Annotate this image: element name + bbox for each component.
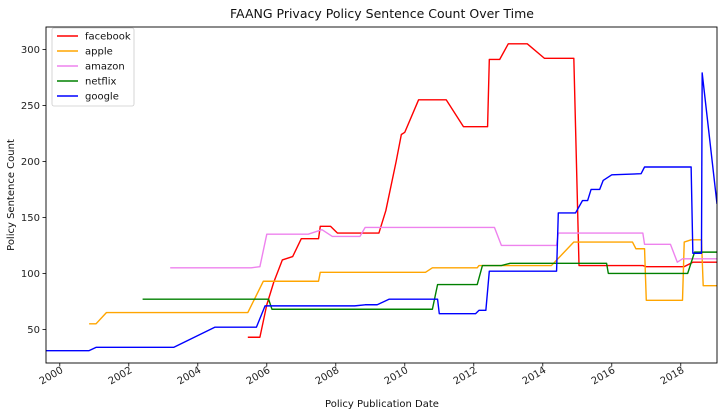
series-line-netflix xyxy=(142,251,717,310)
chart-title: FAANG Privacy Policy Sentence Count Over… xyxy=(230,6,534,21)
legend-box xyxy=(51,27,135,107)
series-line-amazon xyxy=(170,226,717,269)
series-line-apple xyxy=(89,239,717,325)
plot-area xyxy=(45,26,718,364)
legend: facebook apple amazon netflix google xyxy=(51,27,135,107)
series-layer xyxy=(46,43,717,352)
y-tick-label: 50 xyxy=(27,325,40,336)
y-tick-label: 150 xyxy=(21,213,40,224)
legend-item-facebook: facebook xyxy=(57,32,131,43)
y-axis: 50 100 150 200 250 300 xyxy=(21,45,46,336)
legend-item-amazon: amazon xyxy=(57,62,125,73)
y-tick-label: 100 xyxy=(21,269,40,280)
legend-label: facebook xyxy=(85,32,131,43)
y-tick-label: 250 xyxy=(21,101,40,112)
legend-label: amazon xyxy=(85,62,125,73)
legend-item-apple: apple xyxy=(57,47,113,58)
series-line-google xyxy=(46,72,717,352)
legend-label: google xyxy=(85,92,119,103)
series-line-facebook xyxy=(247,43,717,338)
legend-label: apple xyxy=(85,47,113,58)
y-tick-label: 300 xyxy=(21,45,40,56)
legend-items: facebook apple amazon netflix google xyxy=(57,32,131,103)
legend-item-google: google xyxy=(57,92,119,103)
plot-border xyxy=(45,26,718,364)
x-axis-label: Policy Publication Date xyxy=(325,399,439,410)
y-tick-label: 200 xyxy=(21,157,40,168)
plot-frame xyxy=(46,27,717,363)
y-axis-label: Policy Sentence Count xyxy=(6,139,17,251)
legend-item-netflix: netflix xyxy=(57,77,116,88)
legend-label: netflix xyxy=(85,77,116,88)
